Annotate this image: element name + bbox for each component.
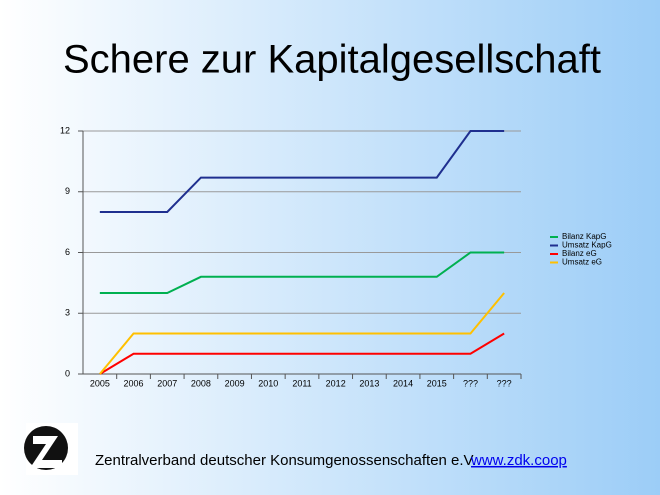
footer-link[interactable]: www.zdk.coop xyxy=(470,452,567,469)
x-tick-label: 2009 xyxy=(225,378,245,388)
x-tick-label: 2006 xyxy=(124,378,144,388)
y-tick-label: 3 xyxy=(65,308,70,318)
x-tick-label: 2011 xyxy=(292,378,311,388)
legend-label: Bilanz eG xyxy=(562,249,597,258)
footer-text: Zentralverband deutscher Konsumgenossens… xyxy=(95,452,476,469)
slide-title: Schere zur Kapitalgesellschaft xyxy=(63,38,601,82)
y-tick-label: 9 xyxy=(65,186,70,196)
y-tick-label: 0 xyxy=(65,368,70,378)
x-tick-label: 2005 xyxy=(90,378,110,388)
x-tick-label: 2008 xyxy=(191,378,211,388)
legend-label: Bilanz KapG xyxy=(562,232,606,241)
series-line xyxy=(99,332,505,375)
x-tick-label: 2007 xyxy=(157,378,177,388)
x-tick-label: 2010 xyxy=(258,378,278,388)
x-tick-label: 2013 xyxy=(359,378,379,388)
series-line xyxy=(99,251,505,294)
y-tick-label: 6 xyxy=(65,247,70,257)
x-tick-label: 2012 xyxy=(326,378,346,388)
y-tick-label: 12 xyxy=(60,125,70,135)
x-tick-label: ??? xyxy=(497,378,512,388)
x-tick-label: 2014 xyxy=(393,378,413,388)
series-line xyxy=(99,292,505,375)
x-tick-label: ??? xyxy=(463,378,478,388)
x-tick-label: 2015 xyxy=(427,378,447,388)
logo xyxy=(24,423,78,475)
legend-label: Umsatz KapG xyxy=(562,241,612,250)
legend-label: Umsatz eG xyxy=(562,258,602,267)
series-line xyxy=(99,130,505,213)
